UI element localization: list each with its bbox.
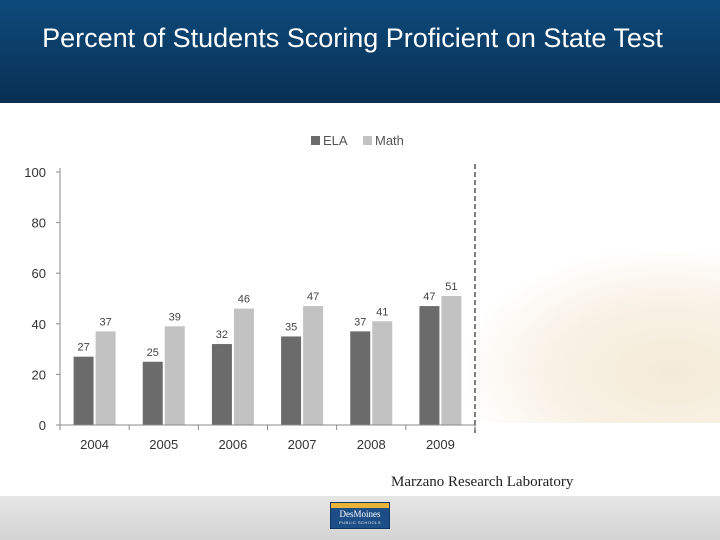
data-label-math-2004: 37 — [99, 316, 111, 328]
y-tick-label: 80 — [32, 216, 46, 231]
chart-legend: ELA Math — [311, 133, 404, 148]
slide-footer: DesMoines PUBLIC SCHOOLS — [0, 496, 720, 540]
slide-title: Percent of Students Scoring Proficient o… — [42, 23, 663, 53]
bar-ela-2006 — [211, 344, 232, 425]
bar-math-2008 — [372, 321, 393, 425]
logo-subtitle: PUBLIC SCHOOLS — [338, 520, 382, 525]
bar-math-2005 — [164, 326, 185, 425]
des-moines-logo: DesMoines PUBLIC SCHOOLS — [330, 502, 390, 529]
x-tick-label: 2005 — [149, 437, 178, 452]
logo-stripe — [331, 503, 389, 508]
bar-math-2007 — [303, 306, 324, 425]
source-credit: Marzano Research Laboratory — [391, 474, 574, 490]
bar-math-2009 — [441, 295, 462, 425]
y-tick-label: 40 — [32, 317, 46, 332]
data-labels: 27 37 25 39 32 46 35 47 37 41 47 51 — [77, 281, 457, 359]
data-label-ela-2005: 25 — [147, 347, 159, 359]
data-label-math-2005: 39 — [169, 311, 181, 323]
x-tick-label: 2007 — [288, 437, 317, 452]
bar-ela-2007 — [281, 336, 302, 425]
logo-name: DesMoines — [339, 509, 381, 519]
bar-ela-2004 — [73, 356, 94, 425]
data-label-math-2007: 47 — [307, 291, 319, 303]
y-axis: 0 20 40 60 80 100 — [24, 165, 61, 433]
slide-header: Percent of Students Scoring Proficient o… — [0, 0, 720, 103]
background-swoosh — [470, 253, 720, 423]
data-label-math-2009: 51 — [445, 281, 457, 293]
legend-label-ela: ELA — [323, 133, 348, 148]
data-label-ela-2008: 37 — [354, 316, 366, 328]
x-axis: 2004 2005 2006 2007 2008 2009 — [59, 164, 476, 452]
x-tick-label: 2004 — [80, 437, 109, 452]
y-tick-label: 20 — [32, 367, 46, 382]
bar-math-2006 — [233, 308, 254, 425]
bar-ela-2009 — [419, 306, 440, 425]
bar-chart: ELA Math 0 20 40 60 80 100 27 37 25 39 32 46 35 47 37 4… — [24, 133, 476, 452]
bar-math-2004 — [95, 331, 116, 425]
data-label-ela-2007: 35 — [285, 321, 297, 333]
bar-ela-2008 — [350, 331, 371, 425]
y-tick-label: 0 — [39, 418, 46, 433]
x-tick-label: 2009 — [426, 437, 455, 452]
x-tick-label: 2006 — [218, 437, 247, 452]
legend-label-math: Math — [375, 133, 404, 148]
data-label-math-2006: 46 — [238, 294, 250, 306]
x-tick-label: 2008 — [357, 437, 386, 452]
data-label-ela-2004: 27 — [77, 342, 89, 354]
legend-swatch-math — [363, 136, 372, 145]
data-label-ela-2006: 32 — [216, 329, 228, 341]
y-tick-label: 100 — [24, 165, 46, 180]
data-label-math-2008: 41 — [376, 306, 388, 318]
bars — [73, 295, 462, 425]
bar-ela-2005 — [142, 361, 163, 425]
slide-content: ELA Math 0 20 40 60 80 100 27 37 25 39 32 46 35 47 37 4… — [0, 103, 720, 496]
data-label-ela-2009: 47 — [423, 291, 435, 303]
y-tick-label: 60 — [32, 266, 46, 281]
legend-swatch-ela — [311, 136, 320, 145]
